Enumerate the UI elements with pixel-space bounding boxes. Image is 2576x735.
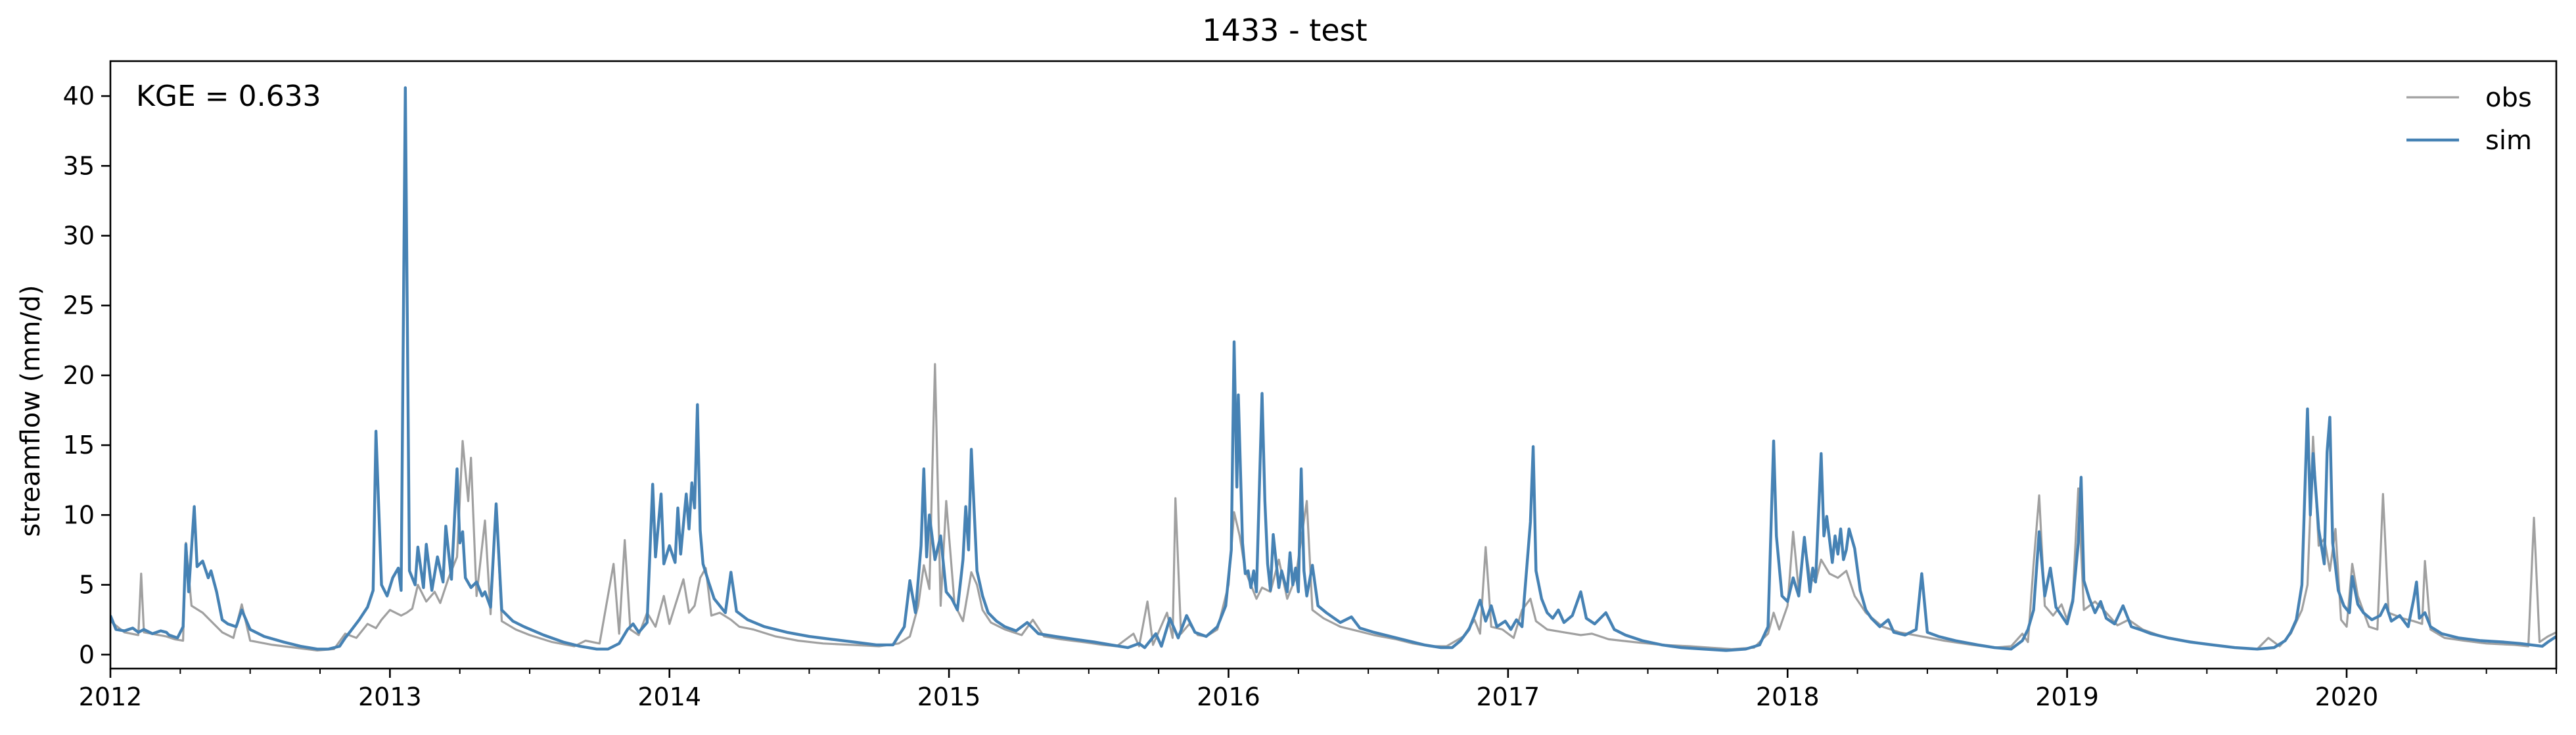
series-line-sim xyxy=(110,86,2556,652)
y-tick-label: 25 xyxy=(63,291,95,320)
legend: obs sim xyxy=(2406,83,2532,156)
y-axis: 0 5 10 15 20 25 30 35 40 xyxy=(63,82,110,669)
plot-area xyxy=(109,60,2558,670)
x-tick-label: 2020 xyxy=(2315,682,2379,711)
y-tick-label: 30 xyxy=(63,222,95,250)
y-tick-label: 0 xyxy=(79,640,95,669)
y-tick-label: 5 xyxy=(79,571,95,600)
y-tick-label: 20 xyxy=(63,361,95,390)
x-tick-label: 2017 xyxy=(1476,682,1540,711)
x-tick-label: 2013 xyxy=(358,682,422,711)
x-tick-label: 2016 xyxy=(1197,682,1260,711)
x-tick-label: 2019 xyxy=(2035,682,2099,711)
series-line-obs xyxy=(110,363,2556,652)
x-tick-label: 2015 xyxy=(917,682,981,711)
y-tick-label: 35 xyxy=(63,151,95,180)
y-tick-label: 40 xyxy=(63,82,95,110)
y-axis-label: streamflow (mm/d) xyxy=(16,285,46,536)
x-tick-label: 2014 xyxy=(637,682,701,711)
chart-title: 1433 - test xyxy=(1202,12,1367,48)
x-tick-label: 2012 xyxy=(79,682,143,711)
x-tick-label: 2018 xyxy=(1756,682,1820,711)
legend-label-obs: obs xyxy=(2485,83,2532,113)
y-tick-label: 15 xyxy=(63,431,95,460)
plot-frame xyxy=(109,60,2558,670)
legend-label-sim: sim xyxy=(2485,126,2532,156)
kge-annotation: KGE = 0.633 xyxy=(136,80,321,113)
x-axis: 2012 2013 2014 2015 2016 2017 2018 2019 2020 xyxy=(79,669,2557,711)
y-tick-label: 10 xyxy=(63,500,95,529)
